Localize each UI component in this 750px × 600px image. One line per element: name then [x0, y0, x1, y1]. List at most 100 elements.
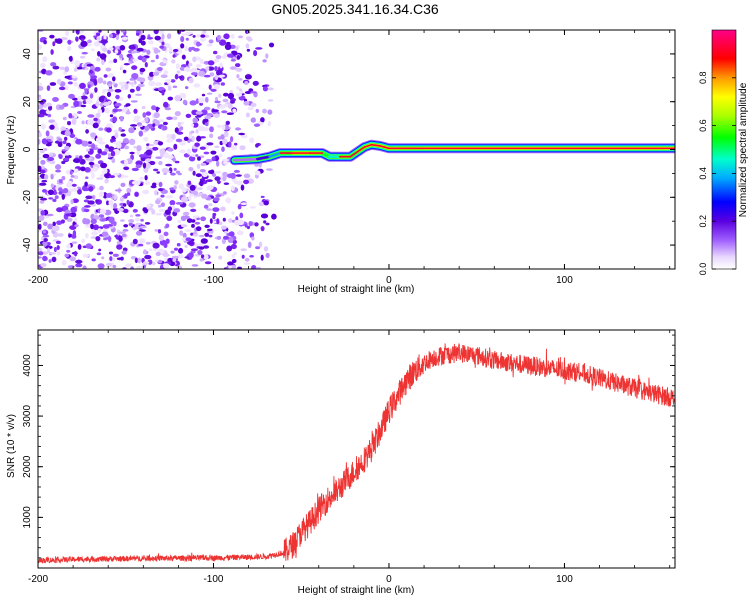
noise-blob	[129, 151, 135, 155]
noise-blob	[248, 88, 254, 92]
noise-blob	[188, 47, 192, 52]
noise-blob	[181, 33, 185, 36]
noise-blob	[142, 162, 147, 169]
noise-blob	[145, 117, 149, 123]
noise-blob	[144, 125, 150, 131]
noise-blob	[184, 33, 191, 36]
noise-blob	[156, 171, 160, 174]
noise-blob	[221, 124, 226, 131]
noise-blob	[88, 161, 95, 166]
spectrogram-y-tick-label: -20	[22, 190, 33, 205]
noise-blob	[140, 34, 146, 41]
noise-blob	[132, 58, 138, 62]
snr-y-label: SNR (10 * v/v)	[6, 414, 17, 478]
noise-blob	[210, 150, 217, 155]
noise-blob	[98, 127, 104, 131]
noise-blob	[60, 219, 65, 224]
noise-blob	[158, 181, 163, 188]
noise-blob	[165, 238, 170, 244]
noise-blob	[240, 202, 248, 206]
noise-blob	[101, 231, 109, 237]
noise-blob	[62, 116, 67, 121]
noise-blob	[267, 109, 273, 115]
noise-blob	[95, 112, 101, 119]
noise-blob	[148, 40, 154, 45]
noise-blob	[137, 83, 145, 88]
noise-blob	[71, 183, 77, 187]
noise-blob	[91, 48, 95, 52]
snr-line	[38, 342, 675, 564]
ridge-peak	[356, 146, 366, 153]
snr-x-tick-label: -200	[28, 574, 48, 585]
noise-blob	[116, 244, 123, 250]
noise-blob	[112, 76, 116, 82]
noise-blob	[81, 140, 89, 147]
noise-blob	[205, 96, 209, 103]
noise-blob	[200, 216, 207, 222]
noise-blob	[253, 50, 258, 57]
noise-blob	[160, 194, 165, 198]
noise-blob	[165, 195, 174, 199]
noise-blob	[145, 111, 152, 116]
noise-blob	[247, 106, 254, 111]
noise-blob	[49, 252, 56, 255]
noise-blob	[118, 81, 126, 87]
noise-blob	[167, 85, 172, 91]
noise-blob	[215, 55, 222, 60]
noise-blob	[196, 41, 201, 47]
ridge-core	[320, 151, 331, 158]
noise-blob	[114, 102, 122, 107]
noise-blob	[201, 171, 208, 178]
noise-blob	[135, 164, 142, 169]
noise-blob	[219, 39, 227, 46]
noise-blob	[84, 67, 89, 71]
noise-blob	[154, 229, 159, 232]
noise-blob	[82, 187, 90, 192]
noise-blob	[260, 213, 269, 219]
noise-blob	[243, 179, 250, 185]
noise-blob	[146, 49, 151, 55]
noise-blob	[134, 115, 141, 120]
noise-blob	[177, 219, 182, 223]
noise-blob	[206, 208, 212, 211]
noise-blob	[112, 253, 119, 257]
noise-blob	[244, 257, 250, 262]
noise-blob	[239, 212, 244, 219]
noise-blob	[47, 223, 54, 230]
noise-blob	[196, 34, 201, 38]
noise-blob	[138, 238, 146, 244]
noise-blob	[77, 111, 82, 114]
noise-blob	[92, 224, 99, 230]
noise-blob	[157, 229, 162, 234]
noise-blob	[42, 56, 48, 63]
noise-blob	[271, 213, 277, 220]
noise-blob	[191, 72, 198, 76]
noise-blob	[121, 233, 127, 238]
noise-blob	[223, 33, 230, 40]
noise-blob	[56, 240, 61, 244]
noise-blob	[73, 100, 80, 108]
noise-blob	[82, 100, 87, 105]
noise-blob	[64, 75, 71, 79]
noise-blob	[203, 254, 209, 260]
snr-y-tick-label: 1000	[22, 506, 33, 529]
noise-blob	[41, 179, 48, 183]
noise-blob	[145, 158, 151, 163]
noise-blob	[197, 187, 203, 191]
noise-blob	[122, 69, 127, 74]
noise-blob	[50, 62, 57, 67]
noise-blob	[113, 194, 118, 201]
noise-blob	[141, 56, 147, 63]
noise-blob	[265, 222, 270, 226]
noise-blob	[123, 224, 129, 228]
noise-blob	[170, 79, 176, 83]
noise-blob	[69, 212, 77, 218]
noise-blob	[50, 174, 54, 180]
noise-blob	[64, 85, 69, 91]
noise-blob	[189, 184, 196, 191]
noise-blob	[199, 234, 205, 238]
noise-blob	[103, 237, 108, 241]
noise-blob	[191, 248, 198, 251]
noise-blob	[209, 72, 215, 77]
noise-blob	[132, 226, 138, 231]
